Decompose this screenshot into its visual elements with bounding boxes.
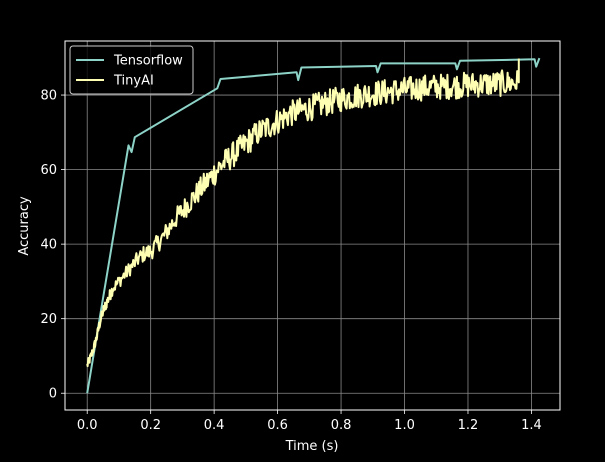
grid xyxy=(65,41,560,410)
x-tick-label: 0.8 xyxy=(331,418,352,433)
y-tick-label: 80 xyxy=(40,89,57,104)
y-tick-label: 20 xyxy=(40,312,57,327)
x-axis: 0.0 0.2 0.4 0.6 0.8 1.0 1.2 1.4 xyxy=(77,410,542,433)
x-tick-label: 0.6 xyxy=(267,418,288,433)
y-axis-label: Accuracy xyxy=(17,196,32,256)
y-axis: 0 20 40 60 80 xyxy=(40,89,65,402)
y-tick-label: 0 xyxy=(49,387,57,402)
series-line-tinyai xyxy=(86,58,520,368)
series-layer xyxy=(86,57,541,394)
y-tick-label: 40 xyxy=(40,238,57,253)
x-tick-label: 1.4 xyxy=(521,418,542,433)
x-tick-label: 0.4 xyxy=(204,418,225,433)
legend-box xyxy=(69,45,194,95)
series-line-tensorflow xyxy=(86,57,541,394)
x-axis-label: Time (s) xyxy=(285,439,339,454)
x-tick-label: 0.2 xyxy=(140,418,161,433)
legend-label-tensorflow: Tensorflow xyxy=(113,54,183,69)
legend-label-tinyai: TinyAI xyxy=(113,74,154,89)
x-tick-label: 0.0 xyxy=(77,418,98,433)
legend: Tensorflow TinyAI xyxy=(69,45,194,95)
plot-frame xyxy=(64,40,561,411)
x-tick-label: 1.0 xyxy=(394,418,415,433)
x-tick-label: 1.2 xyxy=(458,418,479,433)
y-tick-label: 60 xyxy=(40,163,57,178)
